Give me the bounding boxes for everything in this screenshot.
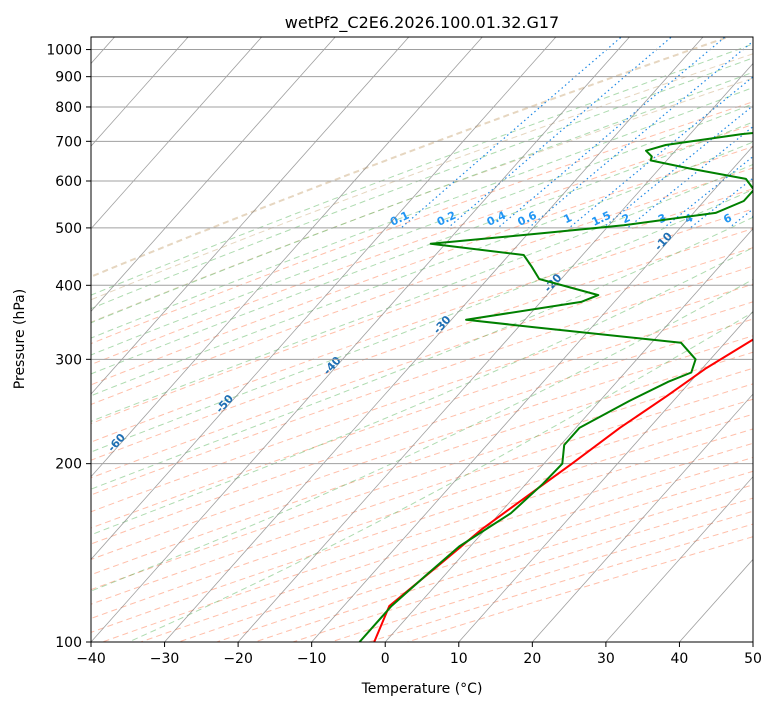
x-tick-label: 50 bbox=[744, 651, 762, 667]
y-tick-label: 400 bbox=[55, 278, 82, 294]
moist-adiabat-line bbox=[128, 311, 753, 642]
isotherm-line bbox=[531, 393, 753, 642]
y-tick-label: 300 bbox=[55, 352, 82, 368]
dry-adiabat-line bbox=[91, 398, 753, 620]
mixing-ratio-line bbox=[528, 40, 753, 229]
isotherm-line bbox=[91, 37, 557, 560]
red-label: 40 bbox=[750, 73, 770, 93]
y-tick-label: 1000 bbox=[46, 43, 82, 59]
isotherm-line bbox=[458, 310, 753, 642]
x-tick-label: 40 bbox=[671, 651, 689, 667]
isotherm-line bbox=[91, 37, 336, 313]
red-label: 30 bbox=[759, 104, 775, 124]
dry-adiabat-line bbox=[91, 208, 753, 443]
isotherm-line bbox=[237, 62, 753, 642]
y-tick-label: 100 bbox=[55, 635, 82, 651]
isotherm-label: -70 bbox=[0, 469, 20, 493]
x-axis-label: Temperature (°C) bbox=[361, 681, 483, 697]
isotherm-line bbox=[164, 37, 704, 642]
y-axis: 100 200 300 400 500 600 700 800 900 1000 bbox=[46, 43, 91, 651]
dry-adiabat-line bbox=[91, 167, 753, 405]
x-tick-label: 10 bbox=[450, 651, 468, 667]
mixing-ratio-label: 10 bbox=[769, 209, 775, 227]
mixing-ratio-line bbox=[400, 37, 623, 229]
dry-adiabat-line bbox=[91, 283, 753, 513]
x-tick-label: −40 bbox=[76, 651, 106, 667]
y-tick-label: 600 bbox=[55, 174, 82, 190]
chart-title: wetPf2_C2E6.2026.100.01.32.G17 bbox=[285, 13, 559, 33]
x-tick-label: −10 bbox=[297, 651, 327, 667]
dry-adiabat-line bbox=[91, 227, 753, 461]
red-label: 10 bbox=[768, 160, 775, 180]
moist-adiabat-line bbox=[91, 71, 753, 324]
mixing-ratio-line bbox=[497, 37, 727, 229]
dry-adiabat-line bbox=[91, 101, 753, 345]
annotations: 10 20 30 40 0 bbox=[750, 73, 775, 213]
isobars bbox=[91, 49, 753, 642]
isotherm-line bbox=[605, 476, 753, 642]
y-tick-label: 700 bbox=[55, 134, 82, 150]
mixing-ratio-line bbox=[758, 35, 775, 228]
x-tick-label: −20 bbox=[223, 651, 253, 667]
isotherms: -100-90-80-70-60-50-40-30-20-10 bbox=[0, 37, 753, 642]
isotherm-line bbox=[91, 37, 263, 230]
isotherm-line bbox=[91, 37, 630, 642]
moist-adiabat-line bbox=[91, 278, 753, 592]
x-tick-label: 20 bbox=[523, 651, 541, 667]
dry-adiabat-line bbox=[91, 123, 753, 366]
mixing-ratio-label: 8 bbox=[750, 211, 762, 226]
moist-adiabat-line bbox=[91, 163, 753, 422]
y-tick-label: 200 bbox=[55, 457, 82, 473]
dry-adiabat-line bbox=[91, 318, 753, 545]
mixing-ratio-line bbox=[627, 125, 753, 229]
x-axis: −40 −30 −20 −10 0 10 20 30 40 50 bbox=[76, 642, 762, 667]
y-tick-label: 800 bbox=[55, 100, 82, 116]
series-line bbox=[358, 132, 753, 642]
isotherm-line bbox=[91, 37, 483, 478]
y-tick-label: 500 bbox=[55, 221, 82, 237]
x-tick-label: 0 bbox=[381, 651, 390, 667]
dry-adiabat-line bbox=[91, 188, 753, 425]
isotherm-line bbox=[384, 228, 753, 642]
dry-adiabat-line bbox=[91, 367, 753, 591]
y-tick-label: 900 bbox=[55, 70, 82, 86]
isotherm-line bbox=[311, 145, 753, 642]
x-tick-label: −30 bbox=[150, 651, 180, 667]
dry-adiabat-line bbox=[91, 265, 753, 496]
red-label: 20 bbox=[763, 132, 775, 152]
series-line bbox=[373, 338, 753, 642]
isotherm-line bbox=[91, 37, 410, 395]
gray-label: 0 bbox=[750, 198, 765, 213]
isotherm-line bbox=[91, 37, 189, 147]
y-axis-label: Pressure (hPa) bbox=[12, 289, 28, 389]
x-tick-label: 30 bbox=[597, 651, 615, 667]
profile-series bbox=[358, 132, 753, 642]
plot-frame bbox=[90, 36, 754, 643]
moist-adiabat-line bbox=[91, 103, 753, 356]
dry-adiabat-line bbox=[91, 146, 753, 386]
